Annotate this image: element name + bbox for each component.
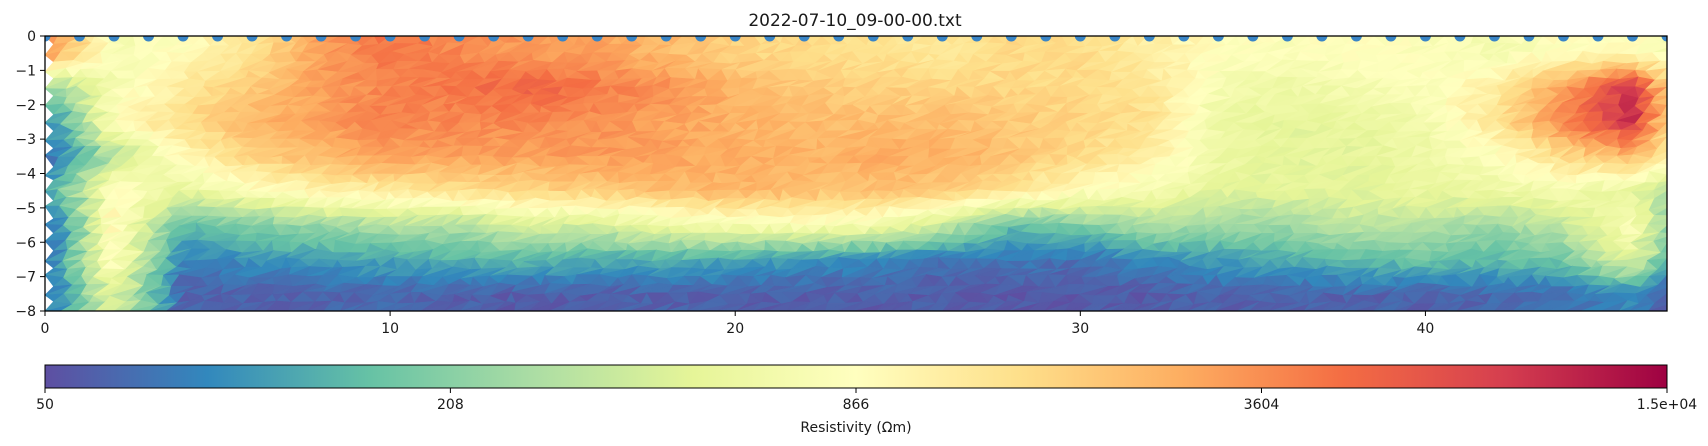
mesh-cell xyxy=(1660,51,1667,62)
chart-title: 2022-07-10_09-00-00.txt xyxy=(748,11,962,31)
mesh-cell xyxy=(1660,104,1667,116)
resistivity-section xyxy=(45,36,1667,311)
mesh-cell xyxy=(1658,122,1667,132)
resistivity-mesh xyxy=(45,36,1667,311)
